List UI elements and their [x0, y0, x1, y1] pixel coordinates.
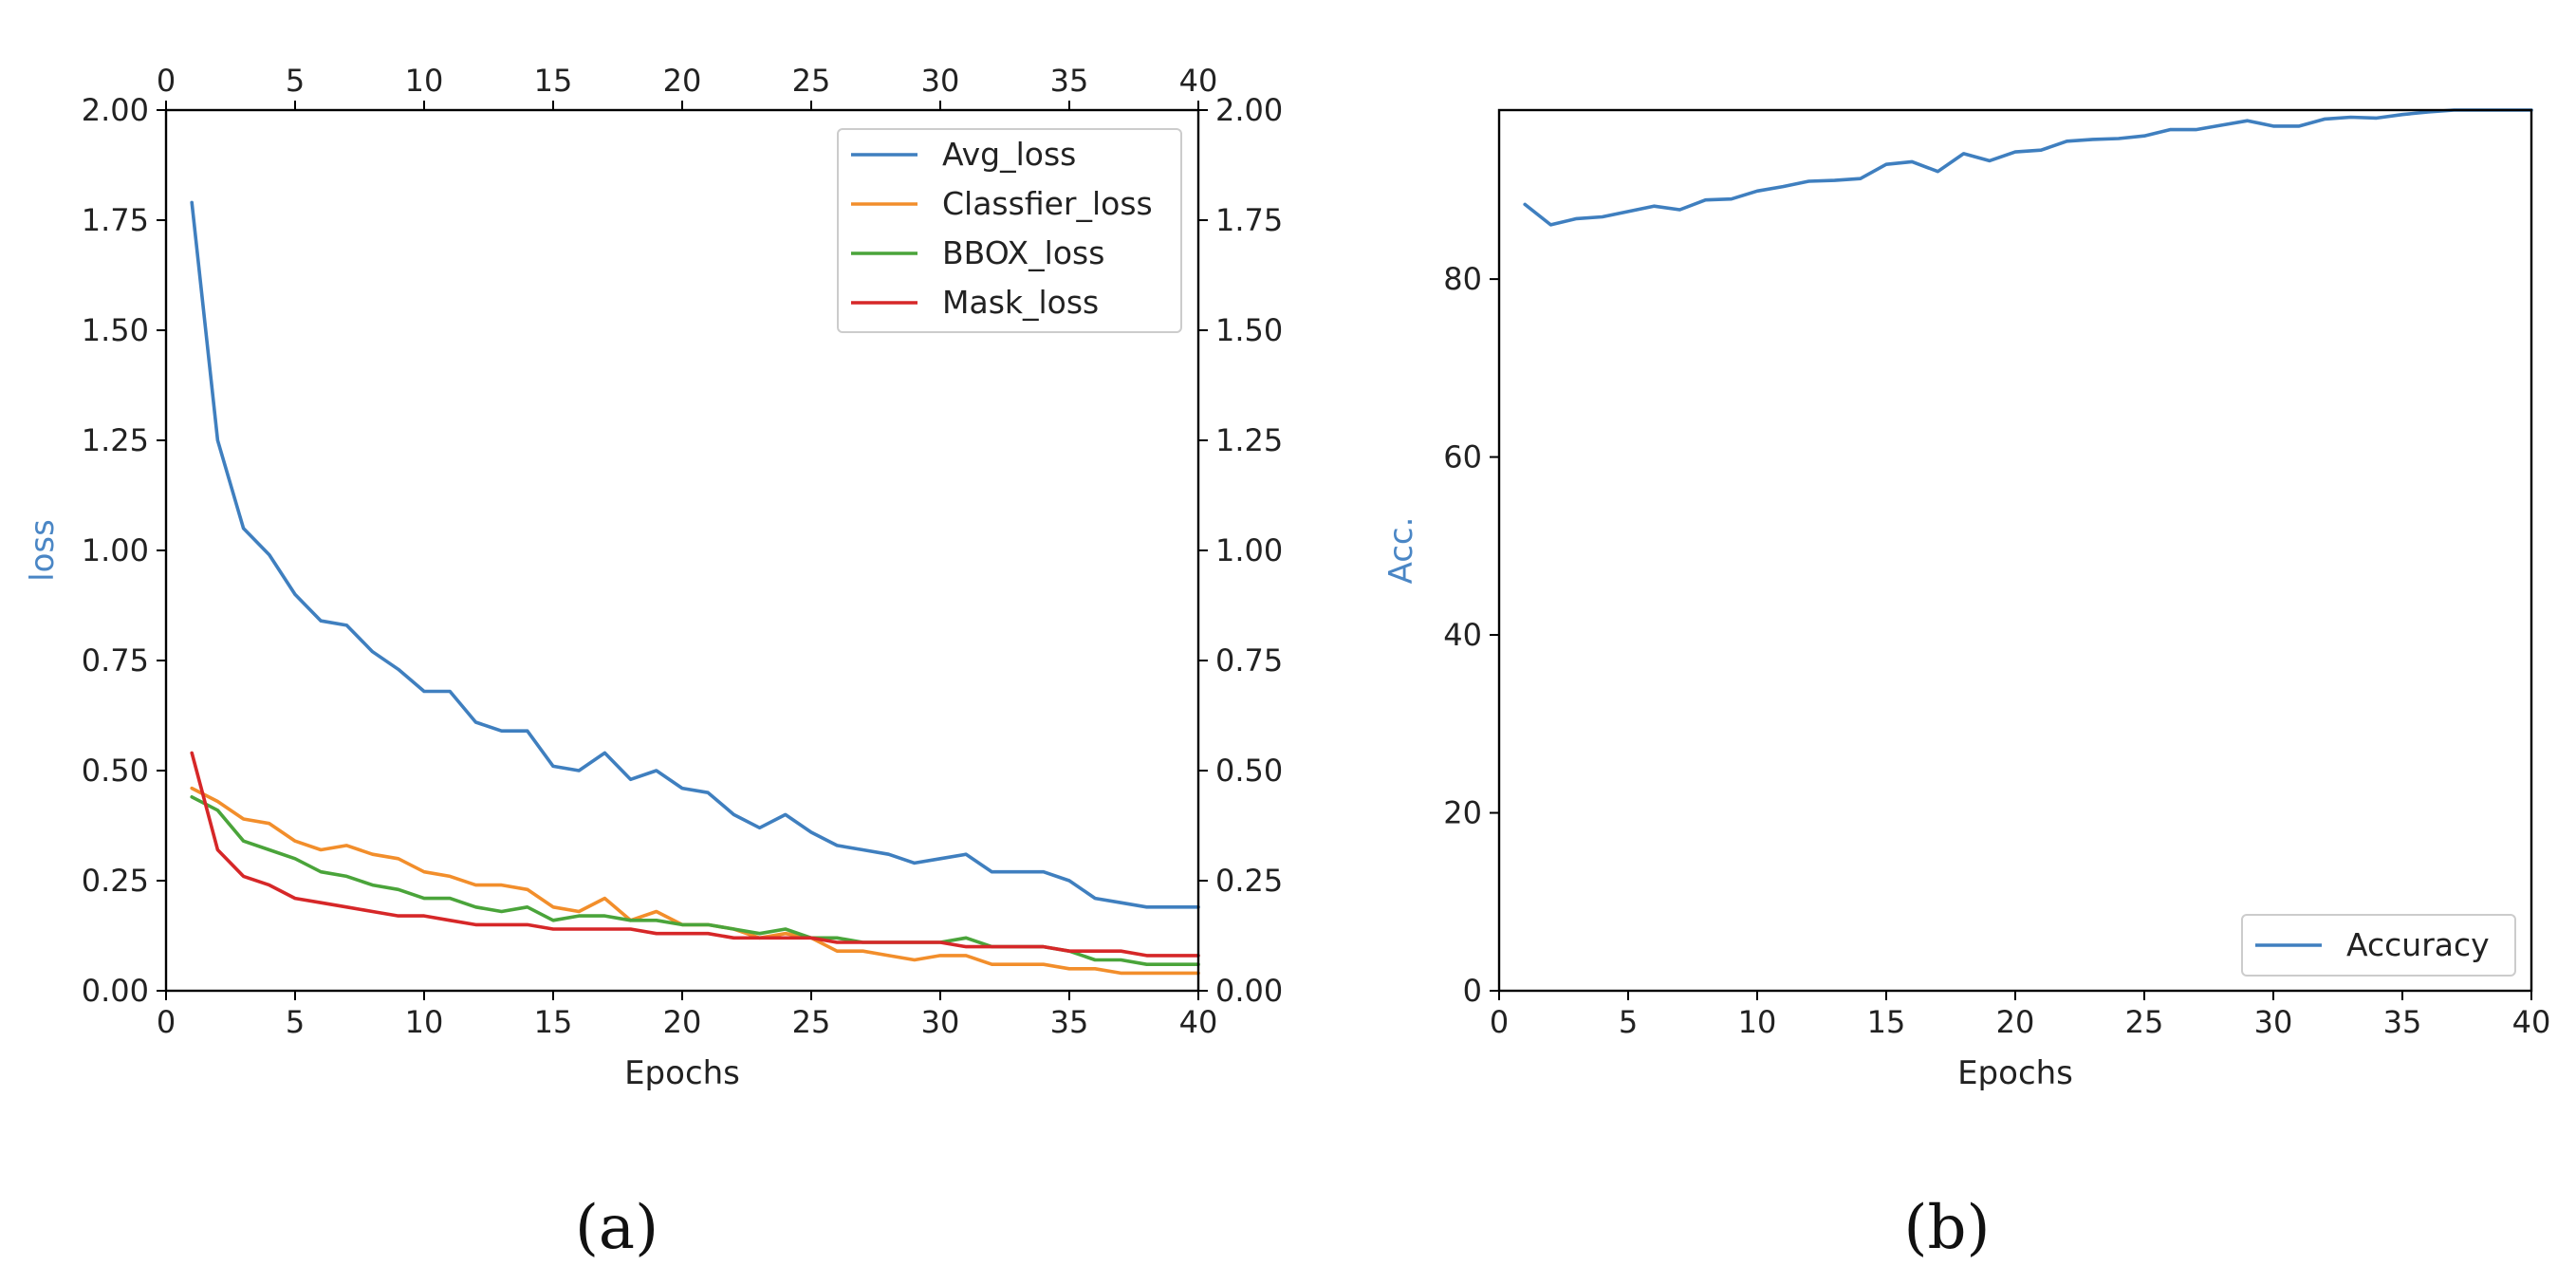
- y-tick-label: 60: [1443, 439, 1482, 475]
- x-tick-label: 25: [792, 1004, 831, 1040]
- right-y-tick-label: 0.00: [1215, 973, 1283, 1009]
- x-tick-label: 20: [1996, 1004, 2035, 1040]
- accuracy-x-axis-label: Epochs: [1957, 1054, 2073, 1092]
- top-x-tick-label: 0: [157, 63, 176, 99]
- y-tick-label: 1.50: [82, 312, 149, 348]
- top-x-tick-label: 5: [286, 63, 305, 99]
- y-tick-label: 80: [1443, 261, 1482, 297]
- loss-y-axis-label: loss: [24, 519, 62, 582]
- x-tick-label: 5: [1619, 1004, 1638, 1040]
- top-x-tick-label: 15: [534, 63, 573, 99]
- series-line-accuracy: [1523, 108, 2533, 227]
- y-tick-label: 0.75: [82, 642, 149, 679]
- right-y-tick-label: 0.75: [1215, 642, 1283, 679]
- y-tick-label: 0.25: [82, 863, 149, 899]
- x-tick-label: 10: [1738, 1004, 1777, 1040]
- x-tick-label: 15: [1867, 1004, 1906, 1040]
- loss-series-lines: [190, 200, 1200, 976]
- loss-legend-box: [837, 128, 1182, 333]
- x-tick-label: 30: [2254, 1004, 2293, 1040]
- y-tick-label: 20: [1443, 795, 1482, 831]
- x-tick-label: 30: [921, 1004, 960, 1040]
- y-tick-label: 1.75: [82, 202, 149, 238]
- x-tick-label: 25: [2125, 1004, 2164, 1040]
- series-line-avg-loss: [190, 200, 1200, 909]
- y-tick-label: 0: [1463, 973, 1482, 1009]
- loss-x-axis-label: Epochs: [624, 1054, 740, 1092]
- right-y-tick-label: 1.25: [1215, 422, 1283, 458]
- accuracy-legend: Accuracy: [2241, 914, 2516, 977]
- accuracy-axis-ticks: 0 5 10 15 20 25 30 35 40 0 20 40 60 80: [1443, 261, 2550, 1040]
- y-tick-label: 0.50: [82, 753, 149, 789]
- x-tick-label: 40: [1179, 1004, 1218, 1040]
- right-y-tick-label: 1.50: [1215, 312, 1283, 348]
- accuracy-y-axis-label: Acc.: [1382, 517, 1420, 585]
- y-tick-label: 0.00: [82, 973, 149, 1009]
- top-x-tick-label: 10: [405, 63, 444, 99]
- right-y-tick-label: 2.00: [1215, 92, 1283, 128]
- y-tick-label: 1.25: [82, 422, 149, 458]
- x-tick-label: 15: [534, 1004, 573, 1040]
- top-x-tick-label: 25: [792, 63, 831, 99]
- right-y-tick-label: 1.75: [1215, 202, 1283, 238]
- loss-legend: Avg_loss Classfier_loss BBOX_loss Mask_loss: [837, 128, 1182, 333]
- x-tick-label: 35: [2383, 1004, 2422, 1040]
- panel-a-caption: (a): [575, 1193, 658, 1263]
- top-x-tick-label: 20: [663, 63, 702, 99]
- accuracy-series-lines: [1523, 108, 2533, 227]
- y-tick-label: 2.00: [82, 92, 149, 128]
- accuracy-legend-box: [2241, 914, 2516, 977]
- legend-label: Classfier_loss: [942, 185, 1153, 222]
- y-tick-label: 1.00: [82, 532, 149, 568]
- accuracy-chart-panel: 0 5 10 15 20 25 30 35 40 0 20 40 60 80 Epochs Acc. Ac…: [1382, 108, 2550, 1263]
- legend-label: Accuracy: [2346, 926, 2490, 963]
- legend-label: BBOX_loss: [942, 234, 1104, 271]
- x-tick-label: 5: [286, 1004, 305, 1040]
- right-y-tick-label: 1.00: [1215, 532, 1283, 568]
- top-x-tick-label: 35: [1050, 63, 1089, 99]
- legend-label: Avg_loss: [942, 136, 1076, 173]
- x-tick-label: 10: [405, 1004, 444, 1040]
- y-tick-label: 40: [1443, 617, 1482, 653]
- x-tick-label: 20: [663, 1004, 702, 1040]
- legend-label: Mask_loss: [942, 284, 1099, 321]
- x-tick-label: 0: [1490, 1004, 1509, 1040]
- top-x-tick-label: 40: [1179, 63, 1218, 99]
- panel-b-caption: (b): [1904, 1193, 1991, 1263]
- series-line-mask-loss: [190, 751, 1200, 958]
- x-tick-label: 0: [157, 1004, 176, 1040]
- x-tick-label: 40: [2512, 1004, 2551, 1040]
- right-y-tick-label: 0.25: [1215, 863, 1283, 899]
- right-y-tick-label: 0.50: [1215, 753, 1283, 789]
- top-x-tick-label: 30: [921, 63, 960, 99]
- x-tick-label: 35: [1050, 1004, 1089, 1040]
